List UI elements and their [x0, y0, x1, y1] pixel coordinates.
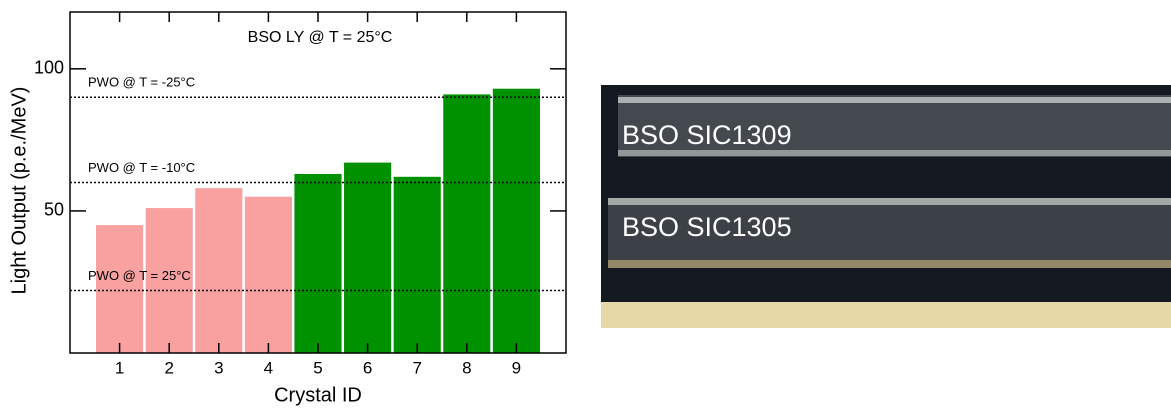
- y-tick-label: 50: [44, 200, 64, 220]
- x-tick-label: 1: [115, 358, 124, 377]
- x-tick-label: 2: [164, 358, 173, 377]
- crystal-edge: [608, 198, 1171, 205]
- bar: [344, 162, 392, 353]
- crystal-edge: [618, 97, 1171, 103]
- x-tick-label: 8: [462, 358, 471, 377]
- bar: [96, 225, 144, 353]
- bar: [145, 208, 193, 353]
- bar: [195, 188, 243, 353]
- bar: [492, 88, 540, 353]
- x-axis-label: Crystal ID: [274, 384, 362, 406]
- x-tick-label: 6: [363, 358, 372, 377]
- crystal-label: BSO SIC1305: [622, 212, 792, 242]
- bar: [294, 173, 342, 353]
- y-tick-label: 100: [34, 58, 64, 78]
- x-tick-label: 4: [264, 358, 273, 377]
- bar: [244, 196, 292, 353]
- photo: BSO SIC1309 BSO SIC1305: [601, 85, 1171, 328]
- x-tick-label: 7: [412, 358, 421, 377]
- chart: PWO @ T = -25°C PWO @ T = -10°C PWO @ T = …: [8, 11, 567, 406]
- bar: [443, 94, 491, 354]
- reference-label: PWO @ T = 25°C: [88, 268, 191, 283]
- reference-label: PWO @ T = -25°C: [88, 75, 195, 90]
- x-tick-label: 3: [214, 358, 223, 377]
- bar: [393, 176, 441, 353]
- chart-title: BSO LY @ T = 25°C: [248, 29, 393, 46]
- reference-label: PWO @ T = -10°C: [88, 160, 195, 175]
- crystal: [618, 95, 1171, 157]
- y-axis-label: Light Output (p.e./MeV): [8, 87, 30, 295]
- x-tick-label: 9: [512, 358, 521, 377]
- ruler: [601, 302, 1171, 328]
- crystal-edge: [608, 260, 1171, 268]
- crystal-label: BSO SIC1309: [622, 120, 792, 150]
- x-tick-label: 5: [313, 358, 322, 377]
- crystal: [608, 198, 1171, 268]
- crystal-edge: [618, 150, 1171, 156]
